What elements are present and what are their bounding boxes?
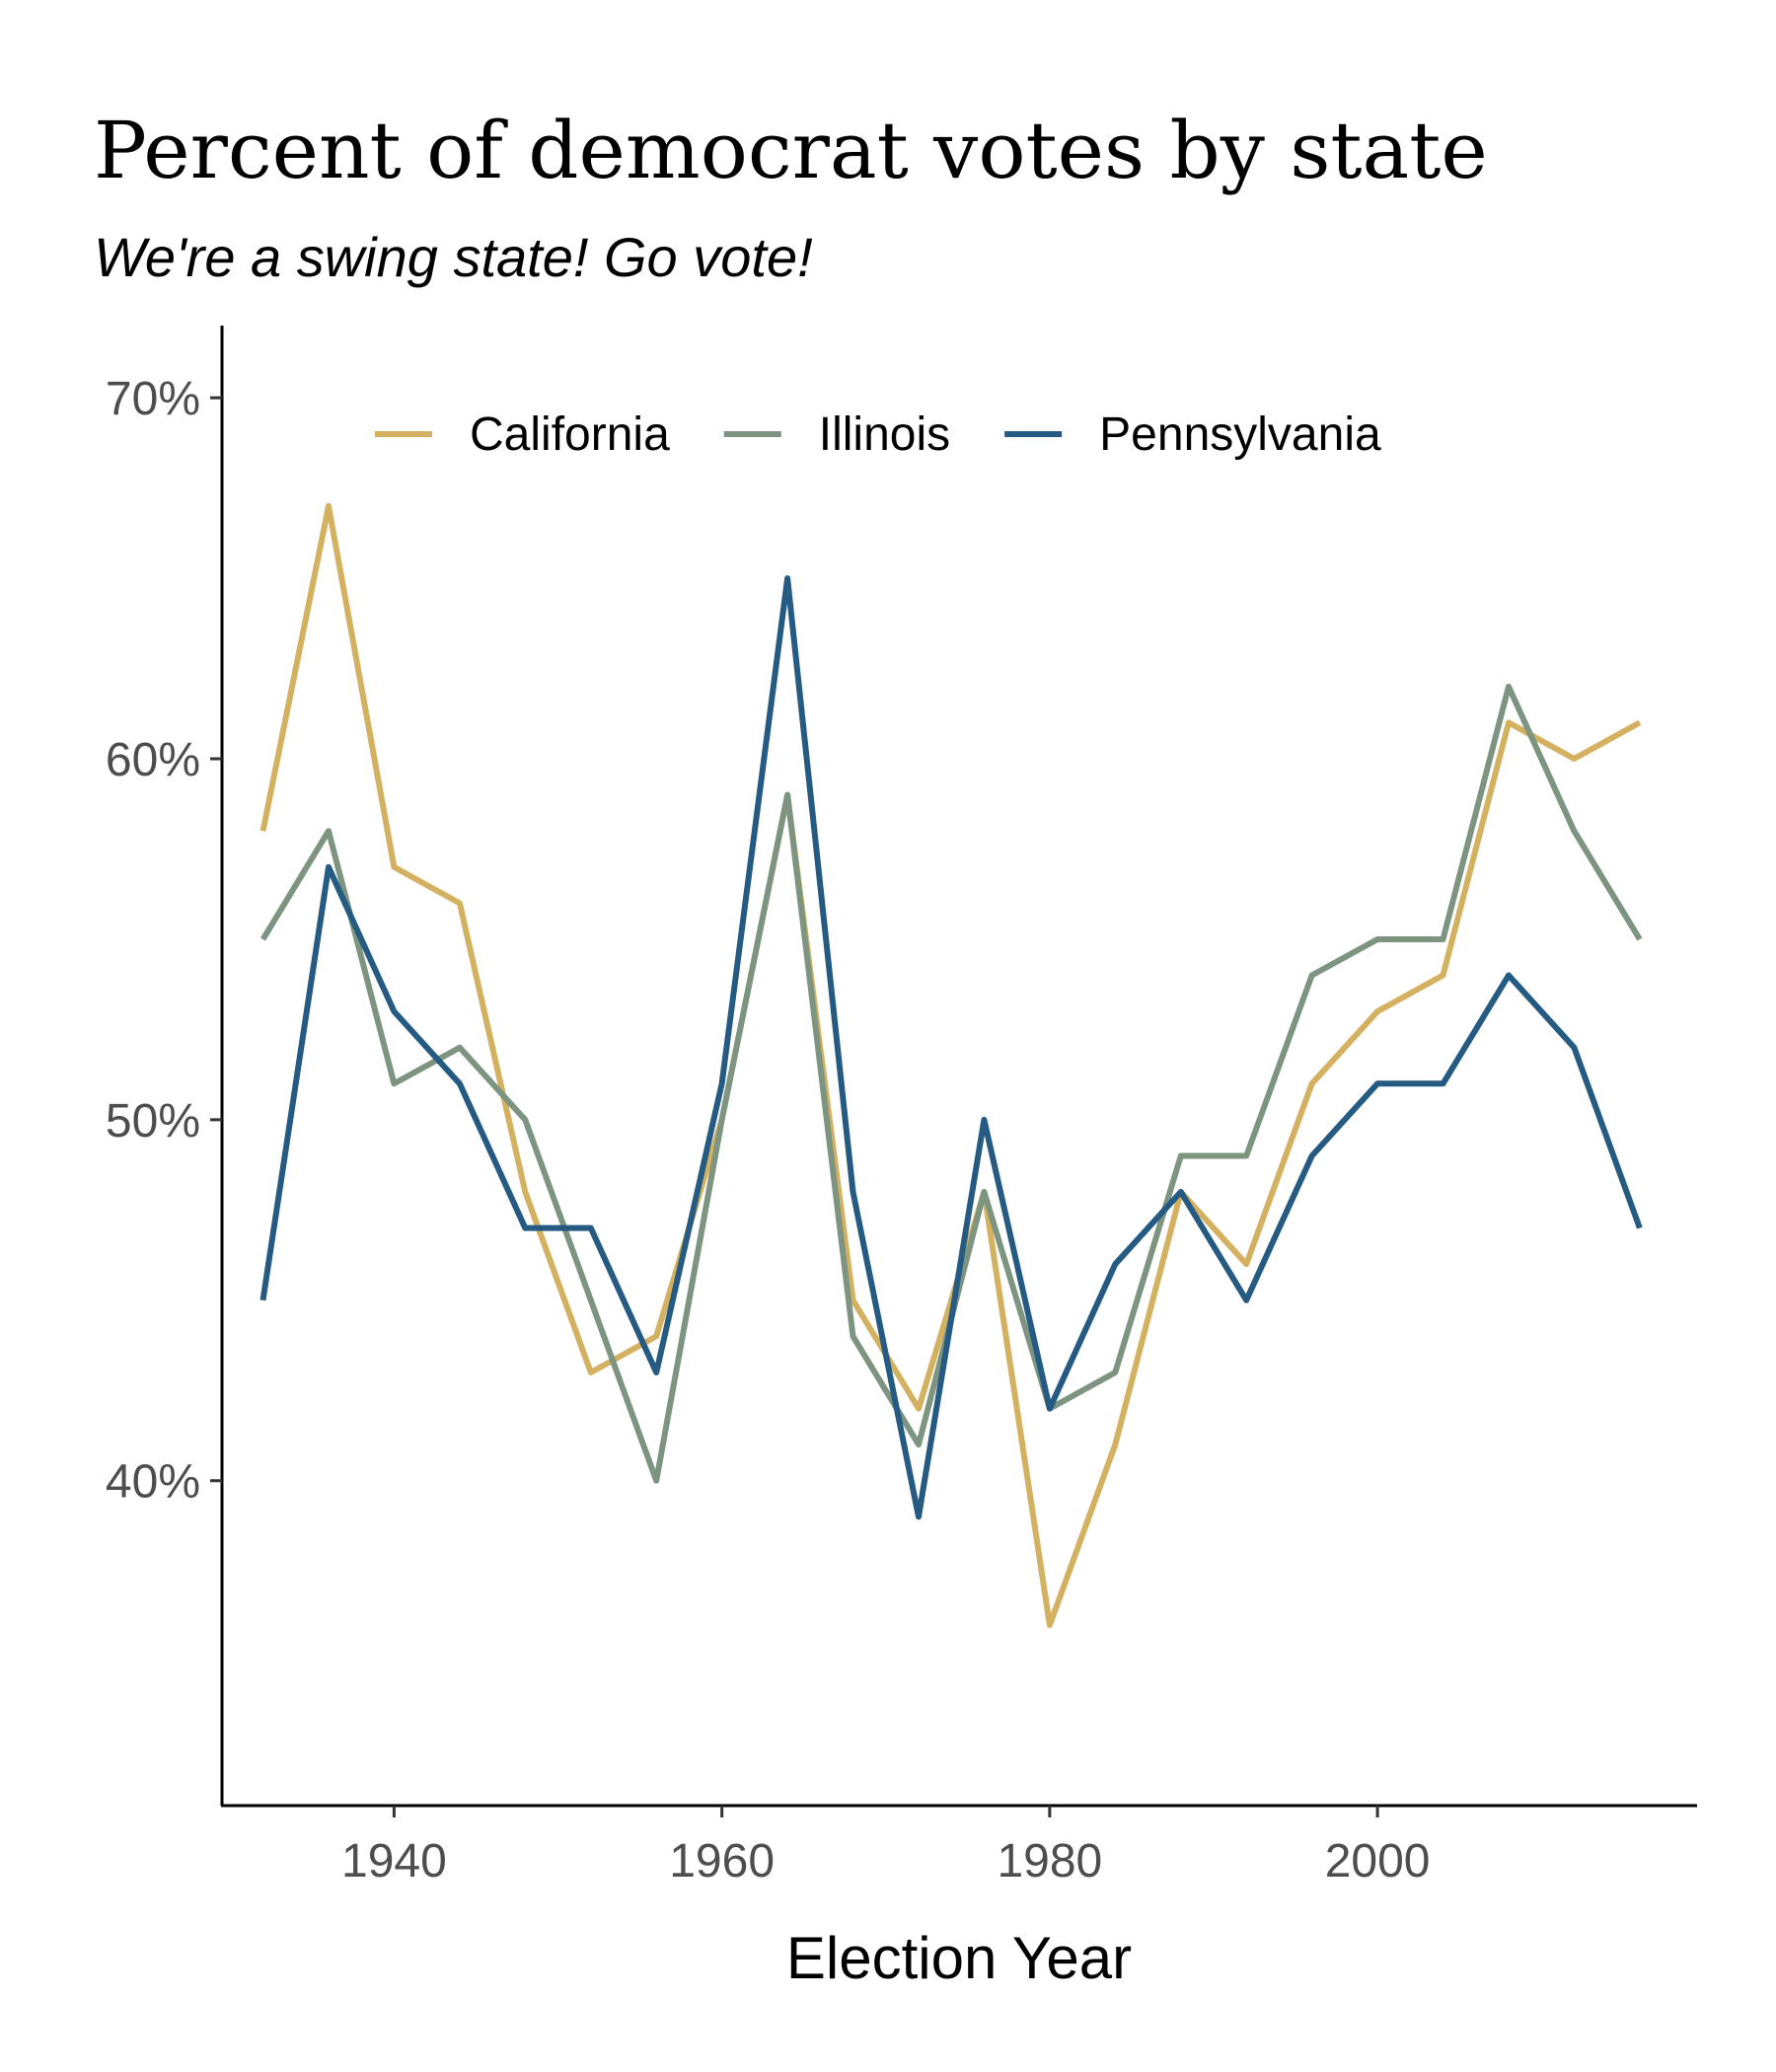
legend-label-illinois: Illinois	[819, 408, 950, 461]
legend-label-pennsylvania: Pennsylvania	[1099, 408, 1381, 461]
y-tick-label: 50%	[106, 1095, 200, 1147]
legend-label-california: California	[470, 408, 670, 461]
y-tick-label: 40%	[106, 1456, 200, 1509]
series-layer	[259, 502, 1643, 1629]
x-tick-label: 2000	[1325, 1835, 1431, 1887]
legend: California Illinois Pennsylvania	[375, 408, 1381, 461]
chart-title: Percent of democrat votes by state	[94, 105, 1488, 196]
y-tick-label: 60%	[106, 734, 200, 786]
x-axis-ticks: 1940 1960 1980 2000	[341, 1806, 1430, 1887]
x-tick-label: 1980	[997, 1835, 1102, 1887]
chart-subtitle: We're a swing state! Go vote!	[94, 226, 813, 288]
series-line-pennsylvania	[259, 575, 1643, 1520]
series-line-california	[259, 502, 1642, 1629]
y-tick-label: 70%	[106, 373, 200, 425]
x-axis-title: Election Year	[786, 1925, 1132, 1991]
y-axis-ticks: 40% 50% 60% 70%	[106, 373, 222, 1509]
x-tick-label: 1940	[341, 1835, 447, 1887]
x-tick-label: 1960	[669, 1835, 775, 1887]
